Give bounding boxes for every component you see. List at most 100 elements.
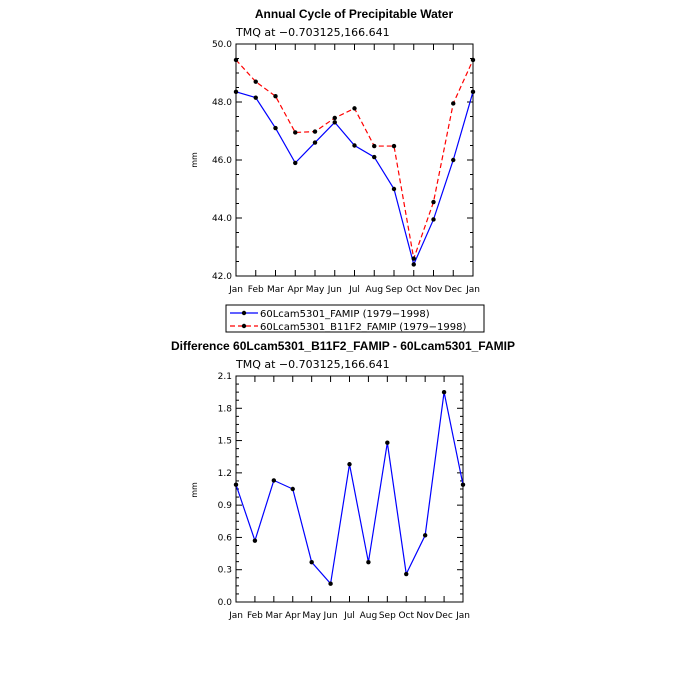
x-tick-label: Sep [379, 611, 396, 621]
data-point [253, 95, 258, 100]
legend-marker-b11f2 [241, 323, 247, 329]
annual-cycle-panel: Annual Cycle of Precipitable Water TMQ a… [190, 7, 480, 295]
x-tick-label: Nov [425, 285, 443, 295]
x-tick-label: Jul [348, 285, 360, 295]
data-point [411, 262, 416, 267]
x-tick-label: Oct [406, 285, 422, 295]
y-tick-label: 1.2 [218, 469, 232, 479]
panel2-frame [235, 375, 464, 603]
y-tick-label: 50.0 [212, 40, 232, 50]
data-point [441, 389, 447, 395]
data-point [372, 154, 377, 160]
data-point [233, 89, 239, 95]
data-point [352, 143, 357, 148]
data-point [385, 440, 390, 445]
legend-marker-famip [241, 310, 247, 316]
data-point [233, 57, 239, 63]
data-point [332, 120, 337, 125]
panel2-series [233, 389, 466, 586]
panel1-title: Annual Cycle of Precipitable Water [255, 7, 454, 21]
x-tick-label: Jan [228, 285, 243, 295]
y-tick-label: 48.0 [212, 98, 232, 108]
data-point [470, 57, 476, 63]
x-tick-label: Oct [398, 611, 414, 621]
panel1-frame [235, 43, 474, 277]
data-point [253, 79, 258, 84]
y-tick-label: 0.9 [218, 501, 233, 511]
data-point [352, 106, 357, 111]
data-point [422, 533, 428, 538]
x-tick-label: Mar [267, 285, 284, 295]
x-tick-label: Apr [285, 611, 301, 621]
panel2-y-axis: 0.0 0.3 0.6 0.9 1.2 1.5 1.8 2.1 [218, 372, 463, 608]
panel1-series [233, 57, 476, 267]
data-point [293, 130, 298, 135]
data-point [372, 143, 377, 149]
x-tick-label: Dec [445, 285, 462, 295]
series-line-0 [235, 392, 464, 586]
data-point [312, 129, 318, 134]
x-tick-label: Aug [360, 611, 378, 621]
x-tick-label: Feb [248, 285, 264, 295]
data-point [309, 559, 314, 565]
y-tick-label: 44.0 [212, 214, 232, 224]
panel2-title: Difference 60Lcam5301_B11F2_FAMIP - 60Lc… [171, 339, 515, 353]
data-point [431, 217, 436, 222]
data-point [293, 160, 298, 166]
data-point [290, 486, 295, 492]
x-tick-label: Mar [265, 611, 282, 621]
y-tick-label: 46.0 [212, 156, 232, 166]
data-point [366, 559, 371, 565]
series-line-1 [235, 59, 474, 261]
panel1-y-axis: 42.0 44.0 46.0 48.0 50.0 [212, 40, 473, 282]
data-point [451, 101, 456, 106]
x-tick-label: Jun [327, 285, 342, 295]
y-tick-label: 0.3 [218, 566, 232, 576]
x-tick-label: Jul [343, 611, 355, 621]
panel2-ylabel: mm [190, 482, 199, 498]
y-tick-label: 42.0 [212, 272, 232, 282]
legend-label-famip: 60Lcam5301_FAMIP (1979−1998) [260, 309, 430, 320]
panel2-subtitle: TMQ at −0.703125,166.641 [235, 358, 390, 371]
data-point [273, 94, 278, 99]
data-point [233, 482, 239, 487]
data-point [431, 199, 436, 205]
panel1-ylabel: mm [190, 152, 199, 168]
panel1-x-axis: Jan Feb Mar Apr May Jun Jul Aug Sep Oct Nov Dec Jan [228, 44, 480, 295]
data-point [328, 581, 333, 586]
y-tick-label: 0.6 [218, 533, 233, 543]
x-tick-label: Feb [247, 611, 263, 621]
x-tick-label: Jun [323, 611, 338, 621]
x-tick-label: Jan [228, 611, 243, 621]
data-point [411, 256, 416, 261]
x-tick-label: May [302, 611, 321, 621]
legend: 60Lcam5301_FAMIP (1979−1998) 60Lcam5301_… [225, 304, 485, 333]
x-tick-label: Jan [465, 285, 480, 295]
panel1-subtitle: TMQ at −0.703125,166.641 [235, 26, 390, 39]
series-line-0 [235, 91, 474, 267]
y-tick-label: 1.8 [218, 404, 233, 414]
data-point [271, 478, 277, 483]
x-tick-label: Nov [416, 611, 434, 621]
data-point [470, 89, 476, 95]
data-point [404, 571, 409, 577]
y-tick-label: 0.0 [218, 598, 233, 608]
x-tick-label: Aug [365, 285, 383, 295]
data-point [391, 143, 397, 149]
data-point [460, 482, 466, 487]
legend-label-b11f2: 60Lcam5301_B11F2_FAMIP (1979−1998) [260, 322, 466, 333]
legend-box [225, 304, 485, 333]
data-point [273, 125, 278, 131]
y-tick-label: 2.1 [218, 372, 232, 382]
y-tick-label: 1.5 [218, 437, 232, 447]
data-point [347, 462, 352, 467]
data-point [451, 157, 456, 163]
x-tick-label: Apr [287, 285, 303, 295]
x-tick-label: Sep [386, 285, 403, 295]
data-point [312, 140, 318, 145]
x-tick-label: Dec [435, 611, 452, 621]
difference-panel: Difference 60Lcam5301_B11F2_FAMIP - 60Lc… [171, 339, 515, 621]
x-tick-label: May [306, 285, 325, 295]
x-tick-label: Jan [455, 611, 470, 621]
